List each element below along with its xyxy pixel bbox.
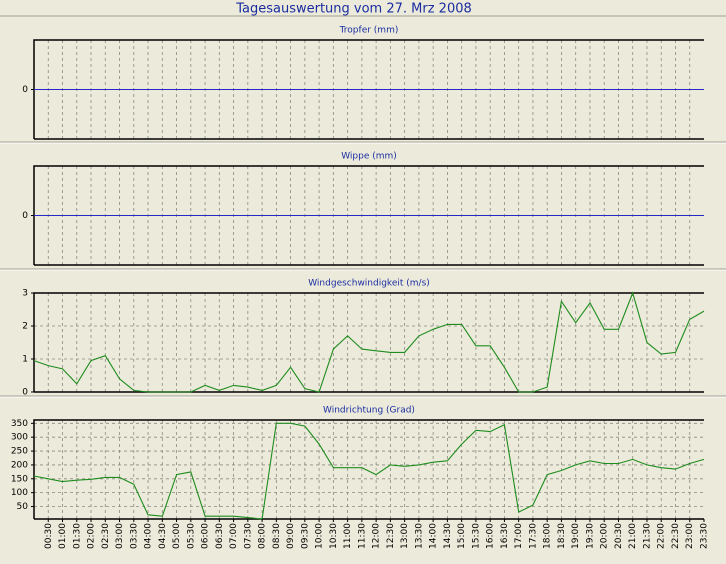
x-tick-label: 21:30 (642, 523, 652, 549)
x-tick-label: 07:00 (229, 523, 239, 549)
x-tick-label: 07:30 (243, 523, 253, 549)
plot-area (34, 420, 704, 519)
x-tick-label: 06:00 (201, 523, 211, 549)
panel-title: Wippe (mm) (341, 152, 397, 162)
x-tick-label: 10:30 (329, 523, 339, 549)
plot-frame (33, 419, 704, 520)
x-tick-label: 02:00 (87, 523, 97, 549)
x-tick-label: 05:00 (172, 523, 182, 549)
x-tick-label: 13:00 (400, 523, 410, 549)
y-tick-label: 100 (11, 488, 28, 498)
y-tick-label: 200 (11, 460, 28, 470)
x-tick-label: 15:00 (457, 523, 467, 549)
y-tick-label: 0 (22, 211, 28, 221)
y-tick-label: 150 (11, 474, 28, 484)
x-tick-label: 20:00 (600, 523, 610, 549)
x-tick-label: 17:00 (514, 523, 524, 549)
y-tick-label: 2 (22, 322, 28, 332)
x-tick-label: 18:00 (543, 523, 553, 549)
x-tick-label: 03:30 (129, 523, 139, 549)
x-tick-label: 14:30 (443, 523, 453, 549)
panel-title: Windgeschwindigkeit (m/s) (308, 279, 430, 289)
x-tick-label: 23:30 (700, 523, 710, 549)
x-tick-label: 12:00 (372, 523, 382, 549)
x-tick-label: 21:00 (628, 523, 638, 549)
x-tick-label: 17:30 (528, 523, 538, 549)
y-tick-label: 350 (11, 419, 28, 429)
x-tick-label: 16:00 (486, 523, 496, 549)
plot-frame (33, 39, 704, 140)
x-tick-label: 04:30 (158, 523, 168, 549)
page-title: Tagesauswertung vom 27. Mrz 2008 (235, 2, 472, 17)
x-tick-label: 06:30 (215, 523, 225, 549)
x-tick-label: 08:30 (272, 523, 282, 549)
x-tick-label: 11:00 (343, 523, 353, 549)
panel-title: Windrichtung (Grad) (323, 406, 415, 416)
x-tick-label: 15:30 (471, 523, 481, 549)
x-tick-label: 22:30 (671, 523, 681, 549)
plot-frame (33, 165, 704, 266)
x-tick-label: 08:00 (258, 523, 268, 549)
x-tick-label: 19:00 (571, 523, 581, 549)
panel-title: Tropfer (mm) (339, 26, 399, 36)
x-tick-label: 01:00 (58, 523, 68, 549)
x-tick-label: 00:30 (44, 523, 54, 549)
x-tick-label: 05:30 (186, 523, 196, 549)
x-tick-label: 16:30 (500, 523, 510, 549)
x-tick-label: 04:00 (144, 523, 154, 549)
x-tick-label: 09:30 (300, 523, 310, 549)
x-tick-label: 02:30 (101, 523, 111, 549)
y-tick-label: 300 (11, 433, 28, 443)
y-tick-label: 50 (17, 502, 29, 512)
plot-area (34, 293, 704, 392)
x-tick-label: 13:30 (414, 523, 424, 549)
y-tick-label: 1 (22, 355, 28, 365)
x-tick-label: 22:00 (657, 523, 667, 549)
x-tick-label: 09:00 (286, 523, 296, 549)
data-line (33, 422, 705, 520)
x-tick-label: 18:30 (557, 523, 567, 549)
x-tick-label: 01:30 (72, 523, 82, 549)
y-tick-label: 0 (22, 85, 28, 95)
data-line (33, 291, 705, 393)
y-tick-label: 3 (22, 289, 28, 299)
x-tick-label: 12:30 (386, 523, 396, 549)
x-tick-label: 03:00 (115, 523, 125, 549)
x-tick-label: 11:30 (357, 523, 367, 549)
y-tick-label: 250 (11, 447, 28, 457)
x-tick-label: 23:00 (685, 523, 695, 549)
y-tick-label: 0 (22, 388, 28, 398)
x-tick-label: 14:00 (429, 523, 439, 549)
x-tick-label: 10:00 (315, 523, 325, 549)
x-tick-label: 19:30 (585, 523, 595, 549)
x-tick-label: 20:30 (614, 523, 624, 549)
